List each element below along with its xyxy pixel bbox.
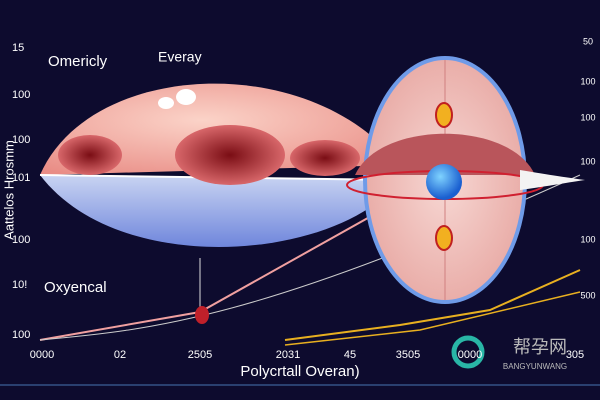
bottom-tick: 45 — [344, 349, 356, 361]
watermark-subtitle: BANGYUNWANG — [503, 362, 567, 371]
left-tick: 100 — [12, 234, 30, 246]
bottom-tick: 0000 — [30, 349, 54, 361]
right-tick: 100 — [580, 76, 595, 86]
marker — [195, 306, 209, 324]
bottom-tick: 3505 — [396, 349, 420, 361]
label: Omericly — [48, 53, 108, 70]
left-tick: 15 — [12, 42, 24, 54]
inner-tissue — [355, 133, 535, 175]
right-tick: 50 — [583, 36, 593, 46]
bottom-tick: 2505 — [188, 349, 212, 361]
left-tick: 100 — [12, 329, 30, 341]
bottom-tick: 305 — [566, 349, 584, 361]
spot — [290, 140, 360, 176]
watermark-logo — [451, 335, 485, 369]
title: Polycrtall Overan) — [240, 363, 359, 380]
bottom-tick: 02 — [114, 349, 126, 361]
organ-bottom — [40, 175, 400, 247]
spot — [175, 125, 285, 185]
dot — [176, 89, 196, 105]
bottom-tick: 0000 — [458, 349, 482, 361]
right-tick: 500 — [580, 290, 595, 300]
left-tick: 10! — [12, 279, 27, 291]
right-tick: 100 — [580, 112, 595, 122]
watermark: 帮孕网 — [513, 337, 567, 357]
axis-title: Aattelos Hrosmm — [1, 140, 16, 240]
label: Oxyencal — [44, 279, 107, 296]
label: Everay — [158, 49, 202, 65]
bottom-tick: 2031 — [276, 349, 300, 361]
left-tick: 100 — [12, 89, 30, 101]
spot — [58, 135, 122, 175]
yellow-line — [284, 269, 581, 341]
follicle — [435, 225, 453, 251]
dot — [158, 97, 174, 109]
left-tick: 101 — [12, 172, 30, 184]
right-tick: 100 — [580, 156, 595, 166]
left-tick: 100 — [12, 134, 30, 146]
yellow-line — [284, 291, 581, 346]
ball — [426, 164, 462, 200]
tail — [520, 170, 585, 190]
follicle — [435, 102, 453, 128]
right-tick: 100 — [580, 234, 595, 244]
